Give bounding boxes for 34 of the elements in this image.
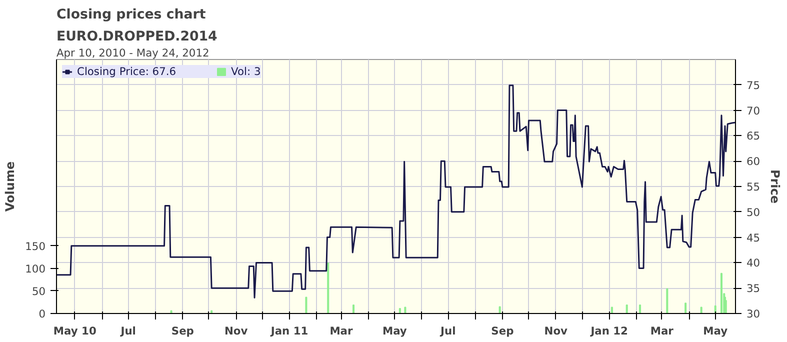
x-tick-label: Nov xyxy=(544,324,568,338)
y2-tick-label: 55 xyxy=(746,180,760,194)
y2-axis-title: Price xyxy=(768,169,782,204)
x-tick-label: Nov xyxy=(224,324,248,338)
x-tick-label: Jan 12 xyxy=(590,324,628,338)
chart-title: Closing prices chart xyxy=(56,8,206,22)
chart-subtitle: EURO.DROPPED.2014 xyxy=(56,30,218,44)
x-tick-label: Sep xyxy=(171,324,194,338)
x-tick-label: Mar xyxy=(330,324,354,338)
y-tick-label: 100 xyxy=(25,262,46,276)
y2-tick-label: 70 xyxy=(746,104,760,118)
y2-tick-label: 75 xyxy=(746,78,760,92)
x-tick-label: Sep xyxy=(491,324,514,338)
y2-tick-label: 40 xyxy=(746,256,760,270)
x-tick-label: May xyxy=(703,324,728,338)
y-tick-label: 50 xyxy=(32,284,46,298)
legend-label: Vol: 3 xyxy=(231,65,261,78)
y-tick-label: 0 xyxy=(38,308,46,320)
x-tick-label: Jul xyxy=(440,324,456,338)
x-tick-label: Mar xyxy=(650,324,674,338)
y-axis-title: Volume xyxy=(3,161,18,212)
annotation: Apr 10, 2010 - May 24, 2012 xyxy=(56,46,210,60)
x-tick-label: May xyxy=(382,324,407,338)
y2-tick-label: 30 xyxy=(746,308,760,320)
x-tick-label: Jan 11 xyxy=(270,324,308,338)
x-tick-label: May 10 xyxy=(53,324,96,338)
y2-tick-label: 35 xyxy=(746,282,760,296)
y2-tick-label: 65 xyxy=(746,130,760,143)
legend-label: Closing Price: 67.6 xyxy=(77,65,176,78)
y2-tick-label: 60 xyxy=(746,155,760,168)
y2-tick-label: 45 xyxy=(746,231,760,244)
x-tick-label: Jul xyxy=(120,324,136,338)
y-tick-label: 150 xyxy=(25,240,46,253)
y2-tick-label: 50 xyxy=(746,206,760,219)
